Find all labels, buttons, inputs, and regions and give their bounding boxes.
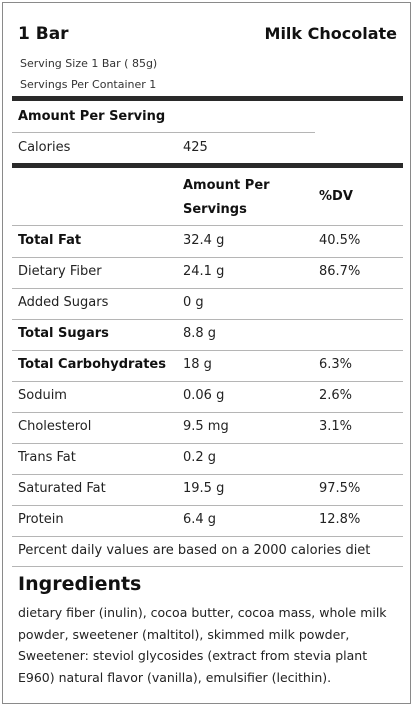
nutrient-name: Total Sugars	[18, 326, 109, 341]
thick-divider	[12, 163, 403, 168]
nutrient-amount: 6.4 g	[183, 512, 217, 527]
row-divider	[12, 536, 403, 537]
row-divider	[12, 443, 403, 444]
nutrient-name: Saturated Fat	[18, 481, 106, 496]
nutrient-amount: 0.2 g	[183, 450, 217, 465]
dv-header: %DV	[319, 189, 353, 204]
nutrient-amount: 19.5 g	[183, 481, 225, 496]
nutrient-dv: 40.5%	[319, 233, 361, 248]
nutrient-dv: 6.3%	[319, 357, 353, 372]
row-divider	[12, 257, 403, 258]
nutrient-dv: 86.7%	[319, 264, 361, 279]
row-divider	[12, 505, 403, 506]
nutrient-amount: 8.8 g	[183, 326, 217, 341]
row-divider	[12, 381, 403, 382]
nutrient-name: Trans Fat	[18, 450, 76, 465]
ingredients-text: dietary fiber (inulin), cocoa butter, co…	[18, 605, 387, 685]
nutrition-facts-panel	[2, 2, 411, 704]
nutrient-dv: 2.6%	[319, 388, 353, 403]
ingredients-title: Ingredients	[18, 573, 142, 595]
nutrient-dv: 3.1%	[319, 419, 353, 434]
nutrient-dv: 97.5%	[319, 481, 361, 496]
nutrient-amount: 0.06 g	[183, 388, 225, 403]
serving-size: Serving Size 1 Bar ( 85g)	[20, 57, 158, 70]
nutrient-amount: 32.4 g	[183, 233, 225, 248]
nutrient-name: Soduim	[18, 388, 67, 403]
nutrient-amount: 0 g	[183, 295, 204, 310]
divider	[12, 566, 403, 567]
nutrient-dv: 12.8%	[319, 512, 361, 527]
title-row: 1 Bar Milk Chocolate	[18, 24, 397, 50]
nutrient-name: Protein	[18, 512, 64, 527]
row-divider	[12, 474, 403, 475]
row-divider	[12, 288, 403, 289]
nutrient-name: Total Fat	[18, 233, 82, 248]
row-divider	[12, 319, 403, 320]
amount-per-header: Amount Per	[183, 178, 270, 193]
row-divider	[12, 350, 403, 351]
product-name: Milk Chocolate	[264, 24, 397, 43]
serving-amount-title: 1 Bar	[18, 24, 69, 44]
servings-header: Servings	[183, 202, 247, 217]
nutrient-name: Cholesterol	[18, 419, 92, 434]
nutrient-amount: 18 g	[183, 357, 212, 372]
servings-per-container: Servings Per Container 1	[20, 78, 157, 91]
calories-label: Calories	[18, 140, 71, 155]
nutrient-name: Added Sugars	[18, 295, 109, 310]
thick-divider	[12, 96, 403, 101]
calories-value: 425	[183, 140, 208, 155]
daily-value-footnote: Percent daily values are based on a 2000…	[18, 543, 371, 558]
divider	[12, 132, 315, 133]
nutrient-name: Dietary Fiber	[18, 264, 102, 279]
amount-per-serving-label: Amount Per Serving	[18, 109, 166, 124]
nutrient-amount: 9.5 mg	[183, 419, 229, 434]
nutrient-amount: 24.1 g	[183, 264, 225, 279]
nutrient-name: Total Carbohydrates	[18, 357, 166, 372]
row-divider	[12, 412, 403, 413]
divider	[12, 225, 403, 226]
